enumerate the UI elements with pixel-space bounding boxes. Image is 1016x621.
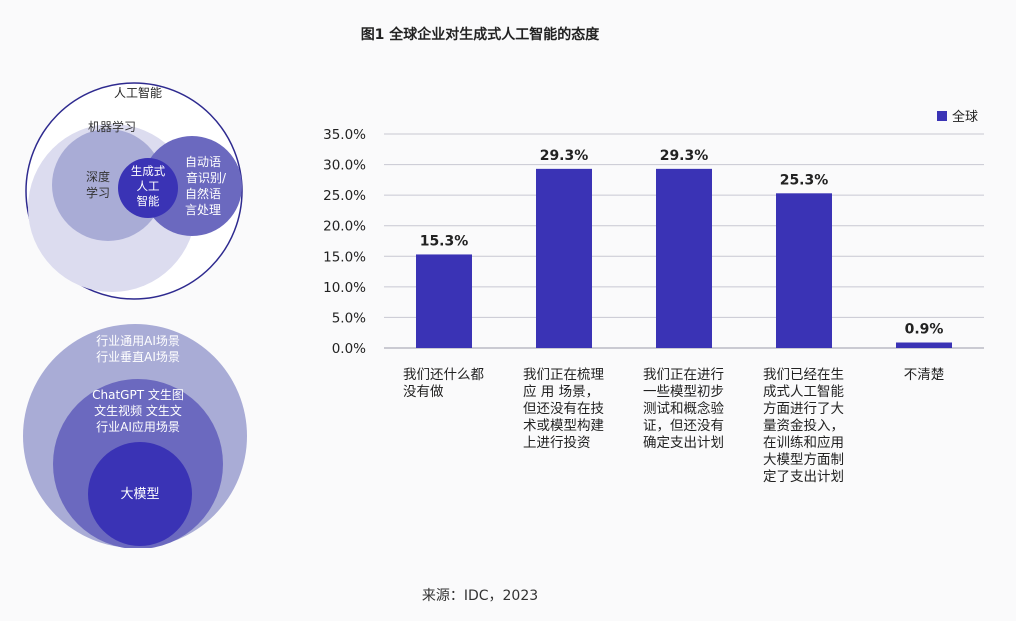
- bar: [536, 168, 592, 348]
- ai-venn-diagram: 人工智能 机器学习 深度 学习 生成式 人工 智能 自动语 音识别/ 自然语 言…: [25, 82, 243, 300]
- ml-label: 机器学习: [88, 119, 136, 134]
- ai-label: 人工智能: [114, 85, 162, 100]
- y-tick-label: 15.0%: [323, 249, 366, 265]
- category-label: 我们正在进行一些模型初步测试和概念验证，但还没有确定支出计划: [643, 367, 724, 451]
- category-label: 我们已经在生成式人工智能方面进行了大量资金投入，在训练和应用大模型方面制定了支出…: [763, 367, 844, 485]
- scene-label-line1: 行业通用AI场景: [96, 334, 180, 348]
- legend: 全球: [937, 109, 978, 125]
- dl-label-line2: 学习: [86, 185, 110, 200]
- nlp-label-line3: 自然语: [185, 186, 221, 201]
- dl-label-line1: 深度: [86, 169, 110, 184]
- y-tick-label: 30.0%: [323, 158, 366, 174]
- large-model-circle: [88, 442, 192, 546]
- category-label: 我们还什么都没有做: [403, 367, 484, 400]
- chart-bars: [416, 168, 952, 348]
- genai-label-line2: 人工: [137, 179, 160, 193]
- value-label: 0.9%: [905, 321, 944, 337]
- source-note: 来源：IDC，2023: [421, 588, 539, 604]
- value-labels: 15.3% 29.3% 29.3% 25.3% 0.9%: [420, 148, 944, 338]
- genai-label-line3: 智能: [137, 194, 160, 208]
- bar: [416, 254, 472, 348]
- nlp-label-line1: 自动语: [185, 155, 221, 169]
- value-label: 25.3%: [780, 172, 829, 188]
- legend-label: 全球: [952, 109, 978, 125]
- category-label: 不清楚: [903, 367, 945, 383]
- y-tick-label: 5.0%: [332, 310, 366, 326]
- value-label: 29.3%: [540, 148, 589, 164]
- app-label-line1: ChatGPT 文生图: [92, 387, 184, 402]
- bar-chart: 0.0% 5.0% 10.0% 15.0% 20.0% 25.0% 30.0% 35.0% 1…: [323, 109, 984, 357]
- y-tick-label: 10.0%: [323, 280, 366, 296]
- value-label: 29.3%: [660, 148, 709, 164]
- genai-label-line1: 生成式: [131, 164, 166, 178]
- app-label-line2: 文生视频 文生文: [94, 403, 182, 418]
- model-nested-diagram: 行业通用AI场景 行业垂直AI场景 ChatGPT 文生图 文生视频 文生文 行…: [23, 324, 247, 548]
- y-axis-ticks: 0.0% 5.0% 10.0% 15.0% 20.0% 25.0% 30.0% 35.0%: [323, 127, 366, 357]
- app-label-line3: 行业AI应用场景: [96, 419, 180, 434]
- y-tick-label: 20.0%: [323, 219, 366, 235]
- bar: [776, 193, 832, 348]
- category-label: 我们正在梳理 应 用 场景，但还没有在技术或模型构建上进行投资: [523, 367, 604, 451]
- bar: [896, 342, 952, 348]
- genai-circle: [118, 158, 178, 218]
- nlp-label-line4: 言处理: [185, 203, 221, 217]
- bar: [656, 168, 712, 348]
- y-tick-label: 0.0%: [332, 341, 366, 357]
- value-label: 15.3%: [420, 233, 469, 249]
- y-tick-label: 35.0%: [323, 127, 366, 143]
- figure-title: 图1 全球企业对生成式人工智能的态度: [360, 27, 600, 43]
- scene-label-line2: 行业垂直AI场景: [96, 350, 180, 364]
- y-tick-label: 25.0%: [323, 188, 366, 204]
- large-model-label: 大模型: [120, 487, 159, 502]
- legend-swatch: [937, 111, 947, 121]
- nlp-label-line2: 音识别/: [186, 170, 227, 185]
